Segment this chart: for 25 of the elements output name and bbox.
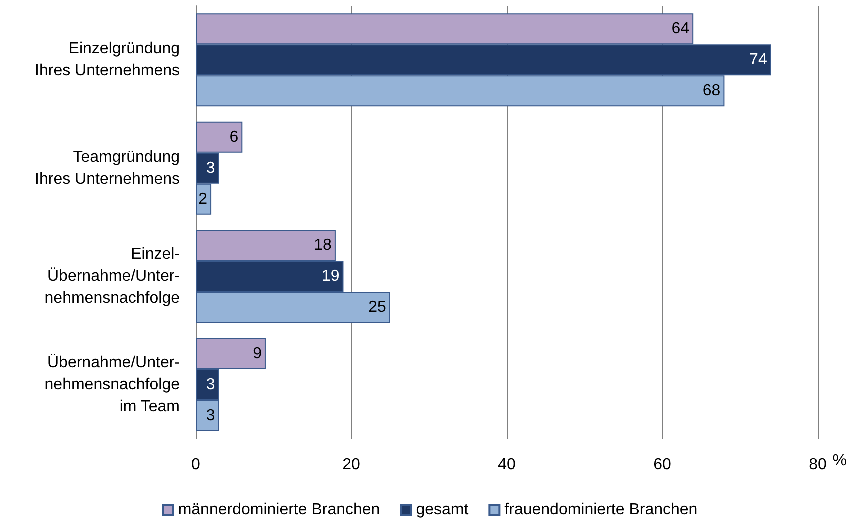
y-tick-label: Teamgründung Ihres Unternehmens <box>35 148 180 188</box>
data-label: 2 <box>198 190 208 208</box>
data-label: 3 <box>206 160 216 177</box>
data-label: 19 <box>322 268 340 286</box>
legend-label: gesamt <box>416 502 470 518</box>
x-axis-title: % <box>832 452 848 470</box>
data-label: 18 <box>314 237 332 254</box>
legend-label: männerdominierte Branchen <box>178 502 380 518</box>
data-label: 25 <box>368 299 386 316</box>
legend-label: frauendominierte Branchen <box>504 502 698 518</box>
data-label: 9 <box>253 345 262 362</box>
x-tick-label: 0 <box>192 456 201 474</box>
data-label: 6 <box>230 128 239 146</box>
y-tick-label: Einzel- Übernahme/Unter- nehmensnachfolge <box>44 246 180 308</box>
x-tick-label: 40 <box>498 456 516 474</box>
y-tick-label: Einzelgründung Ihres Unternehmens <box>35 40 180 80</box>
x-tick-label: 80 <box>809 456 827 474</box>
y-tick-label: Übernahme/Unter- nehmensnachfolge im Team <box>44 353 180 416</box>
data-label: 74 <box>750 52 768 69</box>
data-label: 3 <box>206 376 216 394</box>
data-label: 64 <box>672 20 690 38</box>
x-tick-label: 60 <box>654 456 672 474</box>
x-tick-label: 20 <box>342 456 360 474</box>
data-label: 68 <box>702 82 721 100</box>
data-label: 3 <box>206 407 216 424</box>
